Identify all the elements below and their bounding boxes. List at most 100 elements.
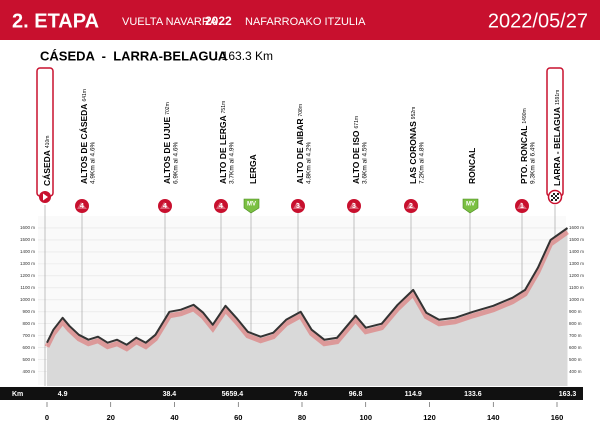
climb-icon (158, 199, 172, 213)
x-tick-label: 100 (359, 413, 372, 422)
climb-mountain (406, 202, 416, 209)
waypoint-info: 4.9Km al 4.6% (90, 142, 97, 184)
sprint-flag (243, 198, 260, 214)
waypoint-name: ALTO DE ISO671m (351, 116, 361, 184)
y-tick-label-right: 1500 m (569, 237, 584, 242)
waypoint-altitude: 952m (411, 107, 417, 120)
y-tick-label: 900 m (22, 309, 35, 314)
y-tick-label-right: 1000 m (569, 297, 584, 302)
waypoint-name: PTO. RONCAL 1490m (519, 108, 529, 184)
climb-mountain (517, 202, 527, 209)
waypoint-name: LARRA - BELAGUA 1591m (552, 90, 562, 186)
waypoint-name-text: ALTOS DE UJUE (162, 116, 172, 184)
y-tick-label: 800 m (22, 321, 35, 326)
climb-icon (515, 199, 529, 213)
waypoint-label: LERGA (248, 154, 258, 184)
km-mark: 4.9 (58, 391, 68, 398)
y-tick-label: 1000 m (20, 297, 35, 302)
y-tick-label-right: 400 m (569, 369, 582, 374)
climb-icon (214, 199, 228, 213)
waypoint-name-text: CÁSEDA (42, 150, 52, 186)
km-label: Km (12, 391, 23, 398)
climb-badge: 4 (163, 203, 167, 210)
km-mark: 38.4 (163, 391, 177, 398)
waypoint-name: ALTOS DE CÁSEDA 641m (79, 89, 89, 184)
waypoint-name: LAS CORONAS952m (408, 107, 418, 184)
y-tick-label-right: 1200 m (569, 273, 584, 278)
waypoint-info: 7.2Km al 4.8% (419, 142, 426, 184)
y-tick-label: 500 m (22, 357, 35, 362)
km-mark: 163.3 (559, 391, 577, 398)
climb-mountain (216, 202, 226, 209)
header-bar (0, 0, 600, 40)
y-tick-label-right: 700 m (569, 333, 582, 338)
waypoint-name-text: LAS CORONAS (408, 121, 418, 184)
waypoint-name-text: ALTO DE AIBAR (295, 119, 305, 184)
finish-check (557, 193, 559, 195)
waypoint-label: ALTO DE AIBAR 708m 4.8Km al 4.2% (295, 104, 312, 184)
y-tick-label-right: 800 m (569, 321, 582, 326)
y-tick-label: 400 m (22, 369, 35, 374)
y-tick-label: 1200 m (20, 273, 35, 278)
y-tick-label-right: 1400 m (569, 249, 584, 254)
year: 2022 (205, 14, 232, 28)
waypoint-altitude: 1490m (522, 108, 528, 123)
waypoint-altitude: 641m (82, 89, 88, 102)
stage: 2. ETAPA (12, 10, 99, 32)
y-tick-label: 600 m (22, 345, 35, 350)
waypoint-info: 3.6Km al 4.5% (362, 142, 369, 184)
km-mark: 79.6 (294, 391, 308, 398)
waypoint-info: 4.8Km al 4.2% (306, 142, 313, 184)
waypoint-altitude: 702m (165, 102, 171, 115)
finish-check (555, 199, 557, 201)
finish-check (553, 197, 555, 199)
y-tick-label: 1500 m (20, 237, 35, 242)
waypoint-name-text: LERGA (248, 154, 258, 184)
sprint-badge: MV (247, 202, 256, 208)
x-tick-label: 60 (234, 413, 242, 422)
distance: : 163.3 Km (215, 49, 273, 63)
date: 2022/05/27 (488, 10, 588, 32)
waypoint-name-text: ALTOS DE CÁSEDA (79, 104, 89, 184)
climb-mountain (160, 202, 170, 209)
waypoint-name: RONCAL (467, 148, 477, 184)
x-tick-label: 140 (487, 413, 500, 422)
race-alt: NAFARROAKO ITZULIA (245, 16, 366, 28)
profile-line (46, 227, 569, 346)
waypoint-altitude: 410m (45, 136, 51, 149)
x-tick-label: 120 (423, 413, 436, 422)
waypoint-info: 6.9Km al 4.6% (173, 142, 180, 184)
y-tick-label-right: 600 m (569, 345, 582, 350)
finish-check (551, 195, 553, 197)
race: VUELTA NAVARRA (122, 16, 218, 28)
climb-badge: 4 (80, 203, 84, 210)
x-tick-label: 0 (45, 413, 49, 422)
x-tick-label: 160 (551, 413, 564, 422)
x-tick-label: 80 (298, 413, 306, 422)
climb-icon (347, 199, 361, 213)
climb-badge: 1 (520, 203, 524, 210)
sprint-flag (462, 198, 479, 214)
waypoint-altitude: 708m (298, 104, 304, 117)
y-tick-label: 1600 m (20, 225, 35, 230)
waypoint-name: ALTOS DE UJUE702m (162, 102, 172, 184)
waypoint-altitude: 671m (354, 116, 360, 129)
finish-check (551, 199, 553, 201)
climb-icon (291, 199, 305, 213)
waypoint-altitude: 751m (221, 101, 227, 114)
climb-mountain (77, 202, 87, 209)
waypoint-name: LERGA (248, 154, 258, 184)
climb-badge: 4 (219, 203, 223, 210)
route: CÁSEDA - LARRA-BELAGUA (40, 48, 228, 63)
finish-check (557, 197, 559, 199)
waypoint-info: 3.7Km al 4.9% (229, 142, 236, 184)
start-arrow (43, 193, 48, 201)
km-bar (0, 387, 583, 400)
y-tick-label-right: 1600 m (569, 225, 584, 230)
y-tick-label: 1100 m (20, 285, 35, 290)
waypoint-name-text: ALTO DE LERGA (218, 115, 228, 184)
km-mark: 96.8 (349, 391, 363, 398)
